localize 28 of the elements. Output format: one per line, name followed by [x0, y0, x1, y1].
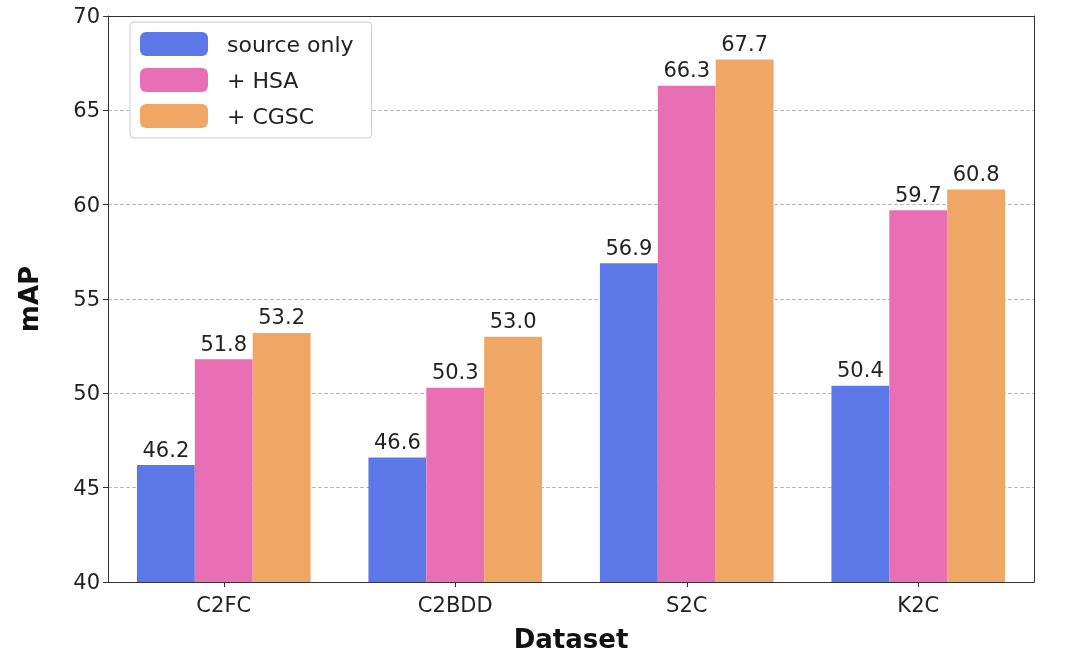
- data-label: 53.2: [258, 305, 306, 330]
- data-label: 46.6: [373, 429, 421, 454]
- y-tick-label: 40: [73, 570, 100, 594]
- x-tick-label: K2C: [897, 592, 940, 617]
- data-label: 66.3: [663, 58, 711, 83]
- y-tick-label: 50: [73, 381, 100, 406]
- x-axis-title: Dataset: [513, 624, 629, 654]
- data-label: 67.7: [721, 31, 769, 56]
- data-label: 50.3: [431, 360, 479, 385]
- y-tick-label: 45: [73, 475, 100, 500]
- data-label: 59.7: [894, 182, 942, 207]
- y-tick-label: 70: [73, 4, 100, 28]
- legend-label: source only: [227, 31, 354, 57]
- legend-label: + HSA: [227, 67, 299, 93]
- y-axis-title: mAP: [14, 265, 44, 333]
- data-label: 46.2: [142, 437, 190, 462]
- y-tick-label: 65: [73, 98, 100, 123]
- x-tick-label: C2FC: [196, 592, 252, 617]
- legend-label: + CGSC: [227, 103, 315, 129]
- data-label: 50.4: [836, 358, 884, 383]
- data-label: 60.8: [952, 162, 1000, 187]
- x-tick-label: S2C: [666, 592, 708, 617]
- y-tick-label: 60: [73, 192, 100, 217]
- data-label: 53.0: [489, 309, 537, 334]
- y-tick-label: 55: [73, 287, 100, 311]
- x-tick-label: C2BDD: [417, 592, 493, 617]
- data-label: 51.8: [200, 331, 248, 356]
- data-label: 56.9: [605, 235, 653, 260]
